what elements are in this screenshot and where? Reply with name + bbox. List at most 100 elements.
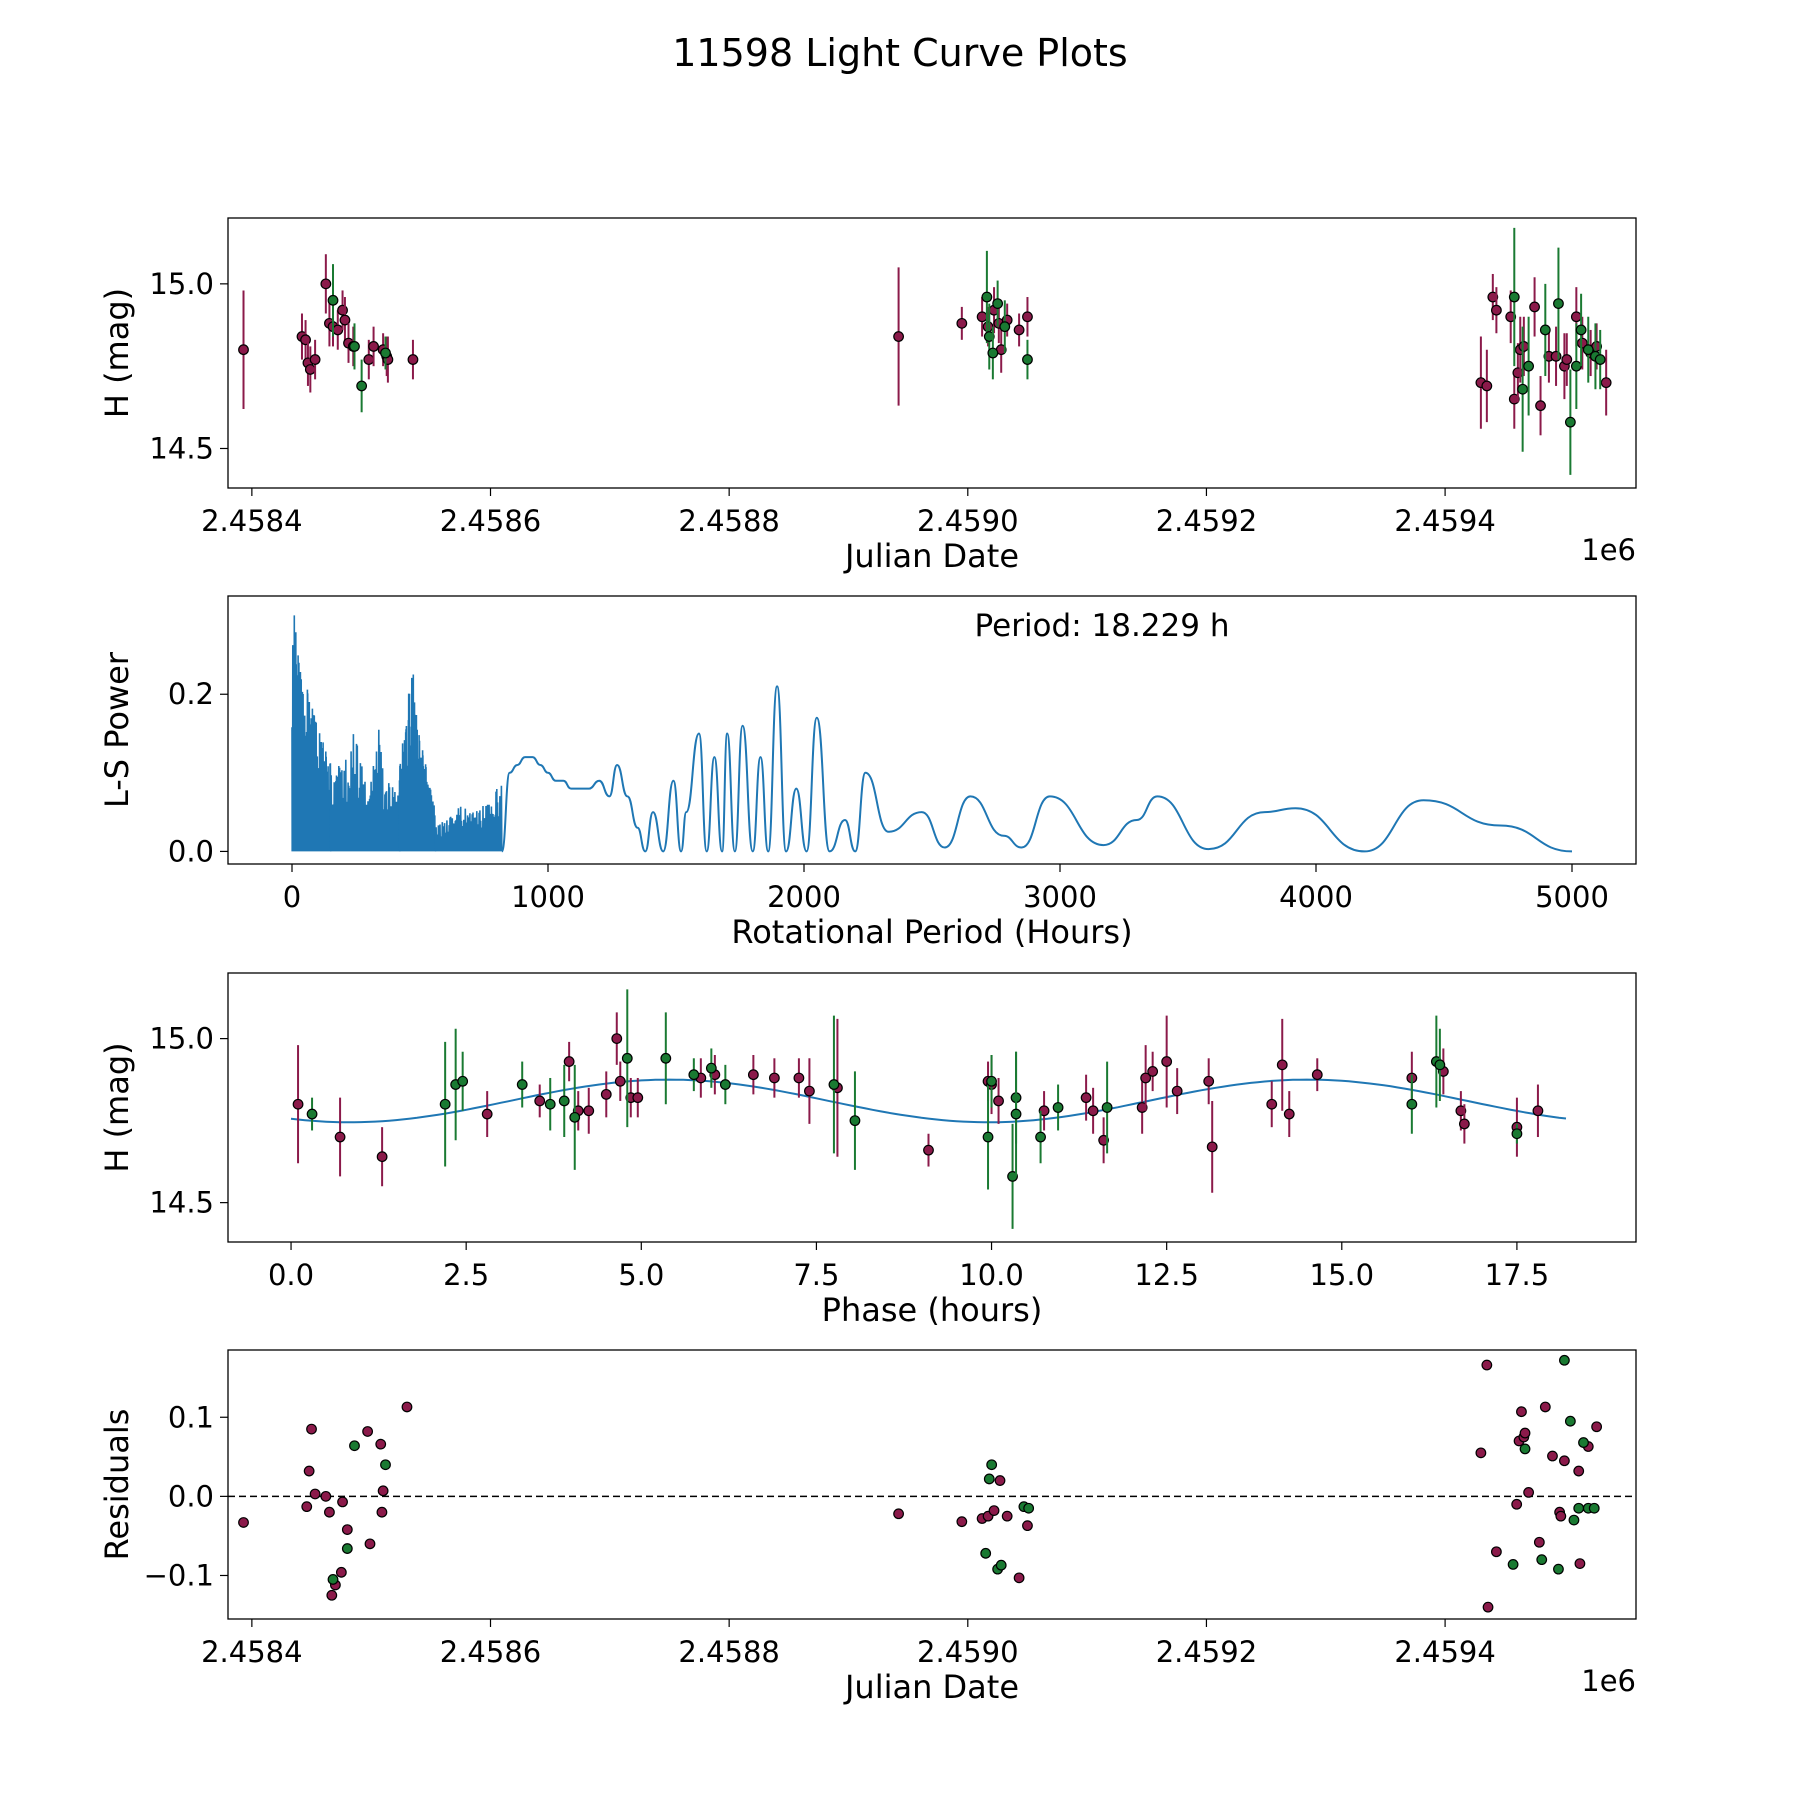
filter-1-point	[1455, 1105, 1467, 1117]
plot-frame	[227, 1349, 1637, 1620]
filter-1-point	[1516, 1406, 1527, 1418]
filter-1-point	[988, 1505, 1000, 1517]
filter-2-point	[1588, 1502, 1600, 1514]
filter-1-point	[923, 1144, 934, 1156]
data-layer	[228, 1354, 1636, 1613]
filter-1-point	[1013, 324, 1025, 336]
filter-2-point	[1052, 1102, 1064, 1113]
filter-1-point	[1555, 1510, 1567, 1522]
fit-curve	[290, 1078, 1567, 1124]
filter-1-point	[326, 1589, 338, 1601]
x-tick-label: 15.0	[1310, 1258, 1375, 1292]
filter-1-point	[1574, 1558, 1586, 1570]
filter-1-point	[1559, 1455, 1570, 1467]
filter-1-point	[1038, 1105, 1050, 1117]
filter-1-point	[368, 341, 379, 352]
filter-1-point	[309, 354, 321, 365]
filter-1-point	[332, 324, 344, 336]
filter-1-point	[1013, 1572, 1025, 1584]
x-tick-label: 2.4592	[1156, 504, 1257, 538]
filter-1-point	[768, 1072, 780, 1084]
filter-1-point	[1161, 1056, 1173, 1067]
filter-1-point	[362, 1426, 374, 1437]
filter-2-point	[1568, 1514, 1580, 1526]
filter-1-point	[1458, 1118, 1470, 1130]
periodogram-dense-band	[291, 615, 332, 852]
filter-1-point	[1276, 1059, 1288, 1071]
filter-1-point	[1482, 1601, 1494, 1613]
filter-2-point	[1523, 360, 1535, 372]
filter-2-point	[1101, 1102, 1113, 1113]
x-tick-label: 2.4584	[201, 1635, 302, 1669]
x-tick-label: 0	[283, 880, 301, 914]
x-tick-label: 17.5	[1485, 1258, 1550, 1292]
filter-1-point	[1539, 1401, 1551, 1413]
filter-2-point	[1007, 1170, 1018, 1182]
periodogram-dense-band	[398, 674, 437, 852]
filter-2-point	[849, 1115, 861, 1127]
filter-2-point	[660, 1052, 672, 1064]
filter-2-point	[1559, 1354, 1570, 1366]
filter-1-point	[1136, 1102, 1148, 1113]
filter-2-point	[983, 1473, 995, 1485]
y-tick-label: 0.2	[168, 677, 214, 711]
x-axis-label: Rotational Period (Hours)	[731, 913, 1132, 951]
filter-2-point	[986, 1075, 997, 1087]
filter-2-point	[349, 341, 360, 352]
filter-2-point	[983, 331, 995, 342]
filter-1-point	[1311, 1069, 1323, 1081]
filter-2-point	[828, 1079, 840, 1090]
residuals-panel: 2.4584 2.4586 2.4588 2.4590 2.4592 2.4594 −0.1…	[98, 1349, 1637, 1706]
y-tick-label: 0.1	[168, 1400, 214, 1434]
x-tick-label: 2.4590	[917, 504, 1018, 538]
x-tick-label: 2.5	[443, 1258, 489, 1292]
x-tick-label: 0.0	[268, 1258, 314, 1292]
filter-1-point	[1547, 1450, 1558, 1462]
data-layer	[238, 227, 1612, 475]
filter-2-point	[995, 1559, 1007, 1571]
filter-2-point	[1406, 1098, 1418, 1110]
filter-1-point	[1171, 1085, 1183, 1097]
filter-1-point	[1508, 393, 1520, 405]
filter-2-point	[380, 1459, 391, 1471]
filter-1-point	[1529, 301, 1540, 313]
filter-1-point	[1535, 400, 1546, 412]
filter-1-point	[600, 1088, 612, 1100]
filter-2-point	[980, 1547, 992, 1559]
filter-1-point	[956, 1516, 968, 1528]
filter-1-point	[407, 354, 419, 365]
y-axis-label: H (mag)	[98, 288, 136, 418]
filter-2-point	[1517, 383, 1529, 395]
filter-1-point	[320, 278, 332, 290]
filter-1-point	[1283, 1108, 1295, 1120]
filter-1-point	[303, 1465, 315, 1477]
filter-1-point	[375, 1438, 387, 1450]
filter-1-point	[1203, 1075, 1215, 1087]
filter-1-point	[341, 1524, 353, 1535]
filter-2-point	[1508, 291, 1520, 303]
plot-frame	[227, 972, 1637, 1243]
filter-1-point	[1511, 1498, 1523, 1510]
periodogram-line	[500, 685, 1573, 853]
filter-1-point	[1266, 1098, 1278, 1110]
filter-2-point	[1570, 360, 1582, 372]
filter-2-point	[1553, 1563, 1564, 1575]
filter-2-point	[1564, 1415, 1576, 1427]
filter-1-point	[376, 1506, 388, 1518]
filter-2-point	[1022, 354, 1033, 365]
x-axis-label: Julian Date	[843, 1668, 1019, 1706]
filter-2-point	[981, 291, 993, 303]
y-axis-label: Residuals	[98, 1409, 136, 1561]
filter-2-point	[688, 1069, 700, 1081]
filter-2-point	[1594, 354, 1606, 365]
filter-1-point	[320, 1490, 332, 1502]
y-tick-label: 15.0	[149, 1022, 214, 1056]
filter-2-point	[621, 1052, 633, 1064]
filter-1-point	[238, 344, 249, 356]
filter-1-point	[309, 1488, 321, 1500]
x-tick-label: 2.4594	[1394, 1635, 1495, 1669]
filter-1-point	[1570, 311, 1582, 323]
filter-1-point	[292, 1098, 304, 1110]
y-axis-label: H (mag)	[98, 1042, 136, 1172]
filter-1-point	[1140, 1072, 1152, 1084]
